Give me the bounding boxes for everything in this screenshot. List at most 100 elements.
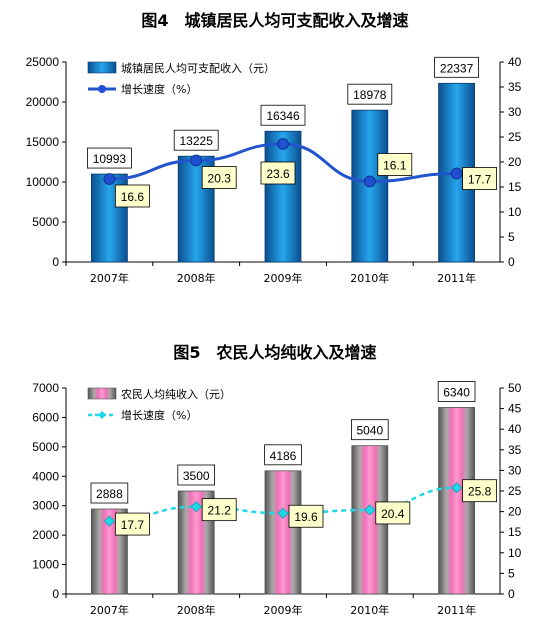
y-tick-label: 25000	[26, 55, 60, 69]
bar-label-box	[87, 147, 132, 169]
legend-marker	[98, 85, 106, 93]
bar	[264, 130, 302, 263]
y-tick-label: 3000	[32, 499, 59, 513]
y-tick-label: 20000	[26, 95, 60, 109]
line-point	[103, 173, 116, 185]
line-label-box	[462, 479, 498, 503]
line-label-box	[201, 166, 237, 189]
y2-tick-label: 45	[508, 402, 522, 416]
x-tick-label: 2010年	[350, 271, 389, 285]
y2-tick-label: 15	[508, 525, 522, 539]
y-tick-label: 5000	[32, 440, 59, 454]
y2-tick-label: 10	[508, 205, 522, 219]
line-label-box	[201, 498, 237, 522]
x-tick-label: 2010年	[350, 603, 389, 617]
y2-tick-label: 20	[508, 505, 522, 519]
bar-data-label: 6340	[443, 385, 470, 399]
x-tick-label: 2009年	[264, 271, 303, 285]
bar-data-label: 5040	[356, 424, 383, 438]
line-point	[363, 175, 376, 188]
y2-tick-label: 0	[508, 587, 515, 601]
y-tick-label: 0	[52, 255, 59, 269]
legend-swatch-bar	[87, 61, 117, 74]
bar-label-box	[90, 482, 129, 504]
line-data-label: 23.6	[266, 167, 290, 181]
y-tick-label: 10000	[26, 175, 60, 189]
y2-tick-label: 30	[508, 105, 522, 119]
bar-label-box	[173, 129, 219, 151]
y2-tick-label: 40	[508, 422, 522, 436]
line-point	[451, 482, 463, 494]
bar-data-label: 3500	[183, 469, 210, 483]
bar-data-label: 2888	[96, 487, 123, 501]
y-tick-label: 5000	[32, 215, 59, 229]
y-tick-label: 1000	[32, 558, 59, 572]
bar-data-label: 4186	[270, 449, 297, 463]
y2-tick-label: 35	[508, 443, 522, 457]
bar-label-box	[260, 104, 306, 126]
y2-tick-label: 0	[508, 255, 515, 269]
line-data-label: 20.3	[208, 172, 232, 186]
bar-data-label: 13225	[180, 134, 214, 148]
legend-swatch-bar	[87, 387, 117, 400]
bar-data-label: 18978	[353, 88, 387, 102]
line-data-label: 17.7	[121, 518, 145, 532]
y2-tick-label: 30	[508, 463, 522, 477]
line-data-label: 19.6	[294, 510, 318, 524]
bar-label-box	[437, 381, 476, 402]
bar-label-box	[347, 83, 393, 105]
legend-label-bar: 农民人均纯收入（元）	[121, 387, 231, 401]
y-tick-label: 2000	[32, 528, 59, 542]
bar-label-box	[350, 419, 389, 441]
line-label-box	[115, 512, 150, 536]
bar-data-label: 22337	[440, 61, 474, 75]
y2-tick-label: 25	[508, 484, 522, 498]
line-data-label: 16.6	[121, 190, 145, 204]
bar-label-box	[177, 464, 216, 486]
line-label-box	[462, 167, 498, 190]
y2-tick-label: 50	[508, 381, 522, 395]
y-tick-label: 7000	[32, 381, 59, 395]
y2-tick-label: 5	[508, 230, 515, 244]
legend-label-bar: 城镇居民人均可支配收入（元）	[121, 61, 275, 75]
line-point	[364, 504, 376, 516]
line-data-label: 25.8	[468, 485, 492, 499]
x-tick-label: 2007年	[90, 603, 129, 617]
x-tick-label: 2011年	[437, 271, 476, 285]
line-data-label: 20.4	[381, 507, 405, 521]
y-tick-label: 0	[52, 587, 59, 601]
line-point	[277, 138, 289, 150]
y2-tick-label: 40	[508, 55, 522, 69]
y2-tick-label: 10	[508, 546, 522, 560]
line-label-box	[115, 184, 150, 208]
line-point	[103, 515, 115, 527]
x-tick-label: 2009年	[264, 603, 303, 617]
line-data-label: 21.2	[208, 504, 232, 518]
y2-tick-label: 15	[508, 180, 522, 194]
bar-data-label: 16346	[266, 109, 300, 123]
legend-marker	[98, 411, 106, 419]
bar-label-box	[264, 444, 302, 466]
line-point	[190, 154, 203, 167]
x-tick-label: 2007年	[90, 271, 129, 285]
line-point	[450, 167, 463, 180]
chart-title: 图4 城镇居民人均可支配收入及增速	[141, 11, 408, 30]
line-label-box	[260, 161, 296, 185]
bar-label-box	[434, 56, 480, 78]
y2-tick-label: 25	[508, 130, 522, 144]
line-data-label: 16.1	[383, 159, 407, 173]
line-point	[277, 507, 289, 519]
y-tick-label: 4000	[32, 469, 59, 483]
chart-1: 图4 城镇居民人均可支配收入及增速05000100001500020000250…	[26, 11, 522, 285]
legend-label-line: 增长速度（%）	[121, 408, 197, 422]
y2-tick-label: 35	[508, 80, 522, 94]
line-label-box	[377, 153, 413, 176]
bar	[264, 470, 302, 595]
chart-title: 图5 农民人均纯收入及增速	[173, 343, 376, 362]
y-tick-label: 6000	[32, 410, 59, 424]
legend-label-line: 增长速度（%）	[121, 82, 197, 96]
x-tick-label: 2008年	[177, 603, 216, 617]
y2-tick-label: 5	[508, 566, 515, 580]
legend-box	[83, 56, 325, 102]
